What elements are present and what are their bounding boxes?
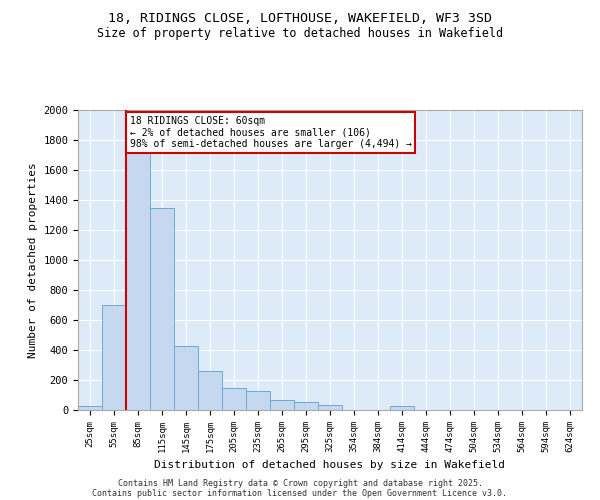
Text: 18 RIDINGS CLOSE: 60sqm
← 2% of detached houses are smaller (106)
98% of semi-de: 18 RIDINGS CLOSE: 60sqm ← 2% of detached… [130, 116, 412, 149]
Bar [126, 132, 150, 410]
Bar [390, 406, 414, 410]
Bar [222, 388, 246, 410]
Text: Size of property relative to detached houses in Wakefield: Size of property relative to detached ho… [97, 28, 503, 40]
Bar [246, 390, 270, 410]
Bar [102, 305, 126, 410]
Bar [294, 402, 318, 410]
Text: Contains HM Land Registry data © Crown copyright and database right 2025.: Contains HM Land Registry data © Crown c… [118, 478, 482, 488]
Bar [198, 371, 222, 410]
Text: 18, RIDINGS CLOSE, LOFTHOUSE, WAKEFIELD, WF3 3SD: 18, RIDINGS CLOSE, LOFTHOUSE, WAKEFIELD,… [108, 12, 492, 26]
Y-axis label: Number of detached properties: Number of detached properties [28, 162, 38, 358]
Bar [150, 208, 174, 410]
Bar [270, 400, 294, 410]
Bar [174, 346, 198, 410]
Bar [78, 406, 102, 410]
X-axis label: Distribution of detached houses by size in Wakefield: Distribution of detached houses by size … [155, 460, 505, 470]
Bar [318, 405, 342, 410]
Text: Contains public sector information licensed under the Open Government Licence v3: Contains public sector information licen… [92, 488, 508, 498]
